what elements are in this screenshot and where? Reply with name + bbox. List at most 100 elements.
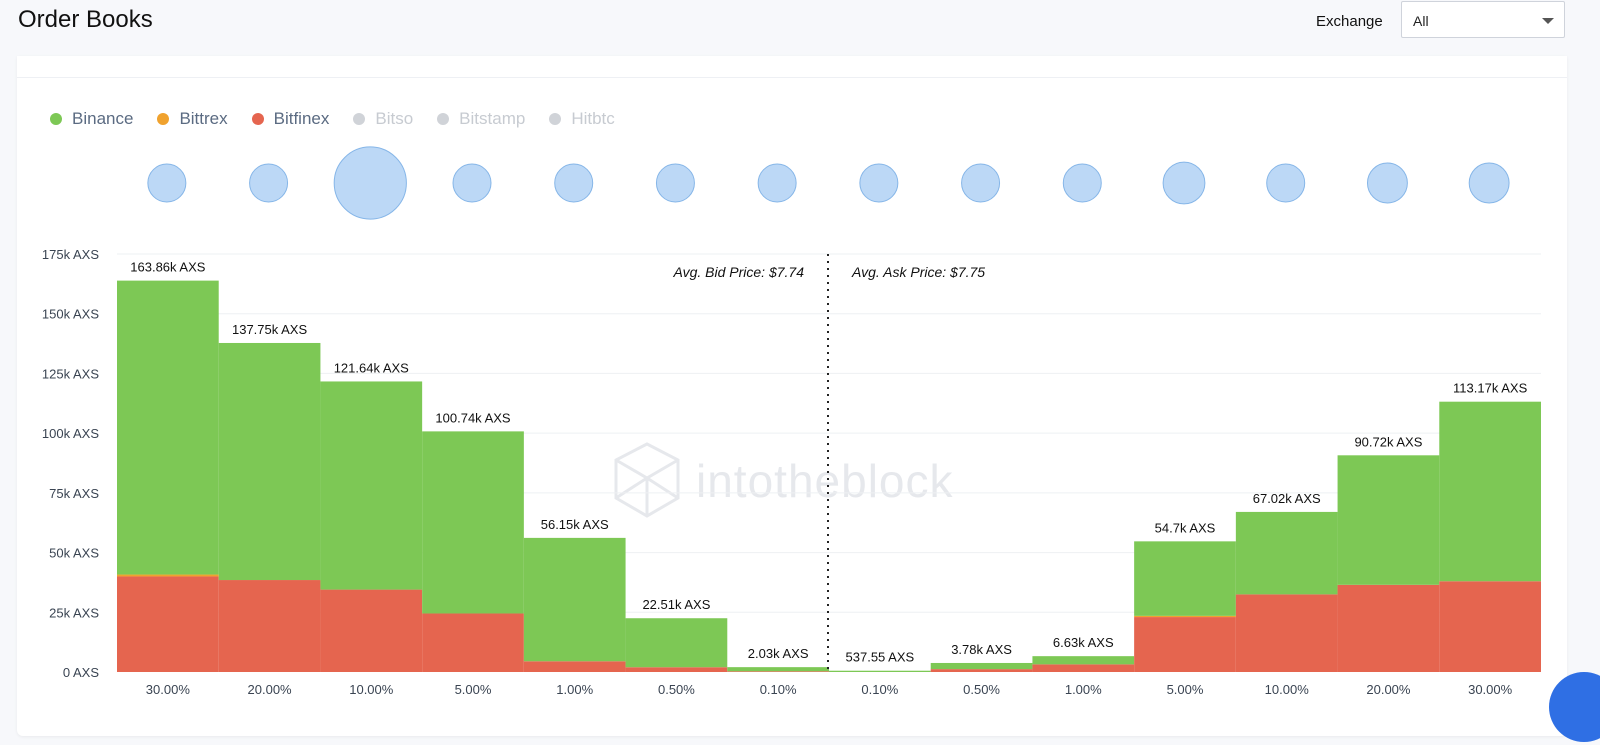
bar-segment-bitfinex[interactable] [1032, 664, 1135, 672]
y-tick-label: 25k AXS [49, 605, 99, 620]
depth-bubble[interactable] [147, 163, 187, 203]
bar-segment-bitfinex[interactable] [1235, 594, 1338, 672]
depth-bubble[interactable] [249, 163, 289, 203]
bar-segment-binance[interactable] [1235, 511, 1338, 595]
avg-ask-annotation: Avg. Ask Price: $7.75 [851, 264, 985, 280]
depth-bubble[interactable] [333, 146, 407, 220]
legend-dot-icon [437, 113, 450, 125]
bar-total-label: 100.74k AXS [435, 410, 510, 425]
bar-total-label: 6.63k AXS [1053, 635, 1114, 650]
depth-bubble[interactable] [452, 163, 492, 203]
legend-label: Bitso [375, 109, 414, 128]
depth-bubble[interactable] [1162, 161, 1206, 205]
bar-segment-bitfinex[interactable] [523, 661, 626, 672]
exchange-select-value: All [1413, 13, 1429, 29]
bar-segment-binance[interactable] [829, 670, 931, 672]
legend-item-bitso[interactable]: Bitso [353, 109, 413, 129]
bar-total-label: 163.86k AXS [130, 260, 205, 275]
x-tick-label: 0.50% [963, 682, 1000, 697]
depth-bubble[interactable] [1266, 163, 1306, 203]
avg-bid-annotation: Avg. Bid Price: $7.74 [673, 264, 805, 280]
bar-segment-binance[interactable] [117, 280, 219, 575]
depth-bubble[interactable] [655, 163, 695, 203]
x-tick-label: 20.00% [248, 682, 293, 697]
bar-total-label: 3.78k AXS [951, 642, 1012, 657]
bar-segment-bittrex[interactable] [1134, 615, 1236, 618]
bar-segment-bitfinex[interactable] [625, 667, 728, 672]
bar-segment-bitfinex[interactable] [727, 671, 829, 672]
bar-segment-bitfinex[interactable] [1439, 581, 1541, 672]
x-tick-label: 0.50% [658, 682, 695, 697]
bar-segment-bitfinex[interactable] [320, 589, 423, 672]
legend-item-bittrex[interactable]: Bittrex [157, 109, 228, 129]
bar-segment-binance[interactable] [218, 342, 321, 581]
legend-label: Bitfinex [273, 109, 330, 128]
x-tick-label: 0.10% [760, 682, 797, 697]
legend-dot-icon [157, 113, 170, 125]
bar-segment-binance[interactable] [1134, 541, 1236, 616]
bar-total-label: 2.03k AXS [748, 646, 809, 661]
legend-label: Bittrex [179, 109, 228, 128]
bar-total-label: 137.75k AXS [232, 322, 307, 337]
depth-bubble[interactable] [757, 163, 797, 203]
bar-segment-bitfinex[interactable] [1134, 617, 1236, 672]
bar-total-label: 90.72k AXS [1354, 434, 1422, 449]
y-tick-label: 150k AXS [42, 307, 99, 322]
x-tick-label: 5.00% [455, 682, 492, 697]
x-tick-label: 20.00% [1366, 682, 1411, 697]
depth-bubble[interactable] [554, 163, 594, 203]
bar-segment-binance[interactable] [1337, 455, 1440, 585]
bar-segment-binance[interactable] [1032, 656, 1135, 665]
y-tick-label: 100k AXS [42, 426, 99, 441]
bar-segment-binance[interactable] [727, 667, 829, 672]
bar-segment-binance[interactable] [523, 537, 626, 662]
y-tick-label: 50k AXS [49, 546, 99, 561]
bar-segment-bitfinex[interactable] [930, 669, 1033, 672]
y-tick-label: 75k AXS [49, 486, 99, 501]
bar-total-label: 67.02k AXS [1253, 491, 1321, 506]
bar-segment-bittrex[interactable] [117, 574, 219, 577]
legend-dot-icon [353, 113, 366, 125]
bar-segment-binance[interactable] [422, 431, 524, 614]
legend-label: Binance [72, 109, 134, 128]
bar-total-label: 537.55 AXS [846, 650, 915, 665]
bar-total-label: 56.15k AXS [541, 517, 609, 532]
bar-segment-binance[interactable] [930, 662, 1033, 670]
x-tick-label: 30.00% [146, 682, 191, 697]
legend-item-hitbtc[interactable]: Hitbtc [549, 109, 615, 129]
depth-bubble[interactable] [1062, 163, 1102, 203]
bar-segment-bitfinex[interactable] [422, 613, 524, 672]
bar-total-label: 113.17k AXS [1453, 381, 1528, 396]
page-title: Order Books [18, 6, 153, 33]
legend-dot-icon [549, 113, 562, 125]
bar-segment-binance[interactable] [625, 618, 728, 668]
bar-segment-bitfinex[interactable] [218, 580, 321, 672]
depth-bubble[interactable] [1468, 162, 1510, 204]
x-tick-label: 5.00% [1167, 682, 1204, 697]
legend-label: Bitstamp [459, 109, 526, 128]
exchange-select[interactable]: All [1401, 1, 1565, 38]
legend-item-bitfinex[interactable]: Bitfinex [251, 109, 330, 129]
x-tick-label: 30.00% [1468, 682, 1513, 697]
x-tick-label: 10.00% [1265, 682, 1310, 697]
legend-dot-icon [251, 113, 264, 125]
x-tick-label: 10.00% [349, 682, 394, 697]
bar-segment-binance[interactable] [1439, 401, 1541, 582]
depth-bubble[interactable] [1366, 162, 1408, 204]
bar-total-label: 22.51k AXS [642, 597, 710, 612]
bar-total-label: 121.64k AXS [334, 360, 409, 375]
bar-segment-bitfinex[interactable] [117, 576, 219, 672]
bar-segment-binance[interactable] [320, 381, 423, 590]
x-tick-label: 0.10% [861, 682, 898, 697]
chat-button[interactable] [1549, 672, 1600, 742]
y-tick-label: 175k AXS [42, 247, 99, 262]
legend-item-bitstamp[interactable]: Bitstamp [437, 109, 525, 129]
bar-segment-bitfinex[interactable] [1337, 584, 1440, 672]
legend-dot-icon [50, 113, 62, 125]
depth-bubble[interactable] [961, 163, 1001, 203]
depth-bubble[interactable] [859, 163, 899, 203]
legend-item-binance[interactable]: Binance [50, 109, 133, 129]
exchange-label: Exchange [1316, 13, 1383, 30]
card-divider [17, 77, 1567, 78]
